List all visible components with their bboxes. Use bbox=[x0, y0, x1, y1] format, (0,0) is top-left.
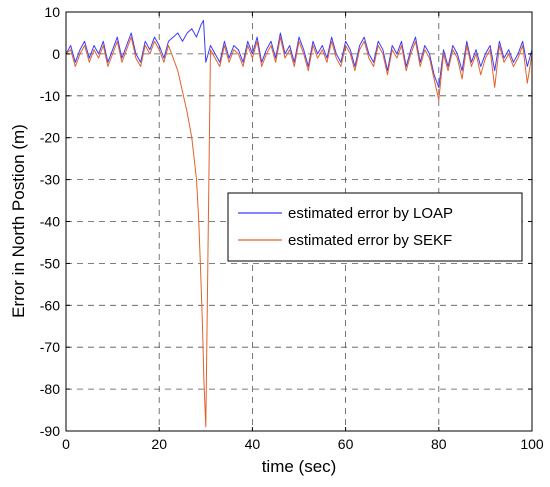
series-line-1 bbox=[65, 19, 533, 88]
y-axis-label: Error in North Postion (m) bbox=[9, 124, 28, 318]
series-line-2 bbox=[65, 36, 533, 428]
y-tick-label: -10 bbox=[40, 88, 60, 104]
x-tick-label: 60 bbox=[338, 436, 354, 452]
y-tick-label: -60 bbox=[40, 297, 60, 313]
ticks: 0 20 40 60 80 100100-10-20-30-40-50-60-70-80-… bbox=[40, 4, 544, 452]
x-axis-label: time (sec) bbox=[262, 457, 337, 476]
x-tick-label: 20 bbox=[151, 436, 167, 452]
legend-label-1: estimated error by LOAP bbox=[288, 205, 453, 222]
y-tick-label: -80 bbox=[40, 381, 60, 397]
y-tick-label: -20 bbox=[40, 130, 60, 146]
x-tick-label: 40 bbox=[245, 436, 261, 452]
series-layer bbox=[65, 19, 533, 428]
legend-label-2: estimated error by SEKF bbox=[288, 232, 452, 249]
y-tick-label: 0 bbox=[52, 46, 60, 62]
y-tick-label: 10 bbox=[44, 4, 60, 20]
y-tick-label: -70 bbox=[40, 339, 60, 355]
legend-box bbox=[227, 192, 523, 262]
x-tick-label: 100 bbox=[520, 436, 544, 452]
y-tick-label: -30 bbox=[40, 172, 60, 188]
y-tick-label: -40 bbox=[40, 214, 60, 230]
y-tick-label: -90 bbox=[40, 423, 60, 439]
x-tick-label: 80 bbox=[431, 436, 447, 452]
legend: estimated error by LOAP estimated error b… bbox=[227, 192, 523, 262]
y-tick-label: -50 bbox=[40, 255, 60, 271]
x-tick-label: 0 bbox=[62, 436, 70, 452]
